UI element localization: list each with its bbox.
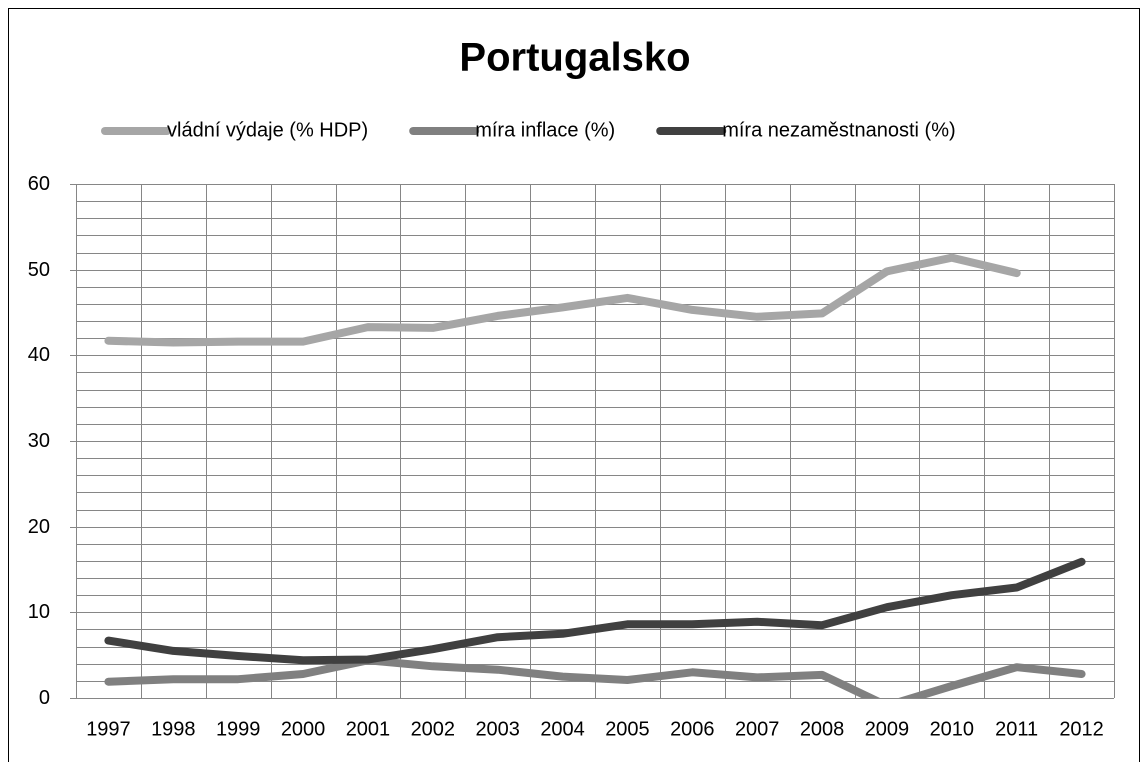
- y-tick-label: 60: [28, 173, 50, 195]
- y-tick-label: 10: [28, 601, 50, 623]
- y-tick-label: 0: [39, 687, 50, 709]
- x-tick-label: 2008: [800, 718, 845, 740]
- data-line: [104, 253, 1021, 347]
- x-tick-label: 2012: [1059, 718, 1104, 740]
- x-tick-label: 1997: [86, 718, 131, 740]
- data-line: [104, 656, 1086, 698]
- chart-title: Portugalsko: [459, 36, 690, 80]
- legend-label: vládní výdaje (% HDP): [167, 119, 368, 141]
- chart-frame: [8, 8, 1140, 762]
- x-tick-label: 2000: [281, 718, 326, 740]
- x-tick-label: 1999: [216, 718, 261, 740]
- grid: [76, 184, 1115, 699]
- x-tick-label: 2006: [670, 718, 715, 740]
- y-tick-label: 20: [28, 516, 50, 538]
- y-tick-label: 30: [28, 430, 50, 452]
- data-line: [104, 557, 1086, 665]
- x-tick-label: 1998: [151, 718, 196, 740]
- x-tick-label: 2001: [346, 718, 391, 740]
- x-tick-label: 2011: [995, 718, 1038, 740]
- y-tick-label: 40: [28, 344, 50, 366]
- plot-lines: [104, 253, 1086, 698]
- x-tick-label: 2003: [475, 718, 520, 740]
- legend-label: míra nezaměstnanosti (%): [722, 119, 955, 141]
- x-tick-label: 2004: [540, 718, 585, 740]
- x-tick-label: 2002: [411, 718, 456, 740]
- x-tick-label: 2007: [735, 718, 780, 740]
- y-tick-label: 50: [28, 259, 50, 281]
- legend-label: míra inflace (%): [475, 119, 615, 141]
- x-tick-label: 2009: [865, 718, 910, 740]
- x-tick-label: 2005: [605, 718, 650, 740]
- x-tick-label: 2010: [930, 718, 975, 740]
